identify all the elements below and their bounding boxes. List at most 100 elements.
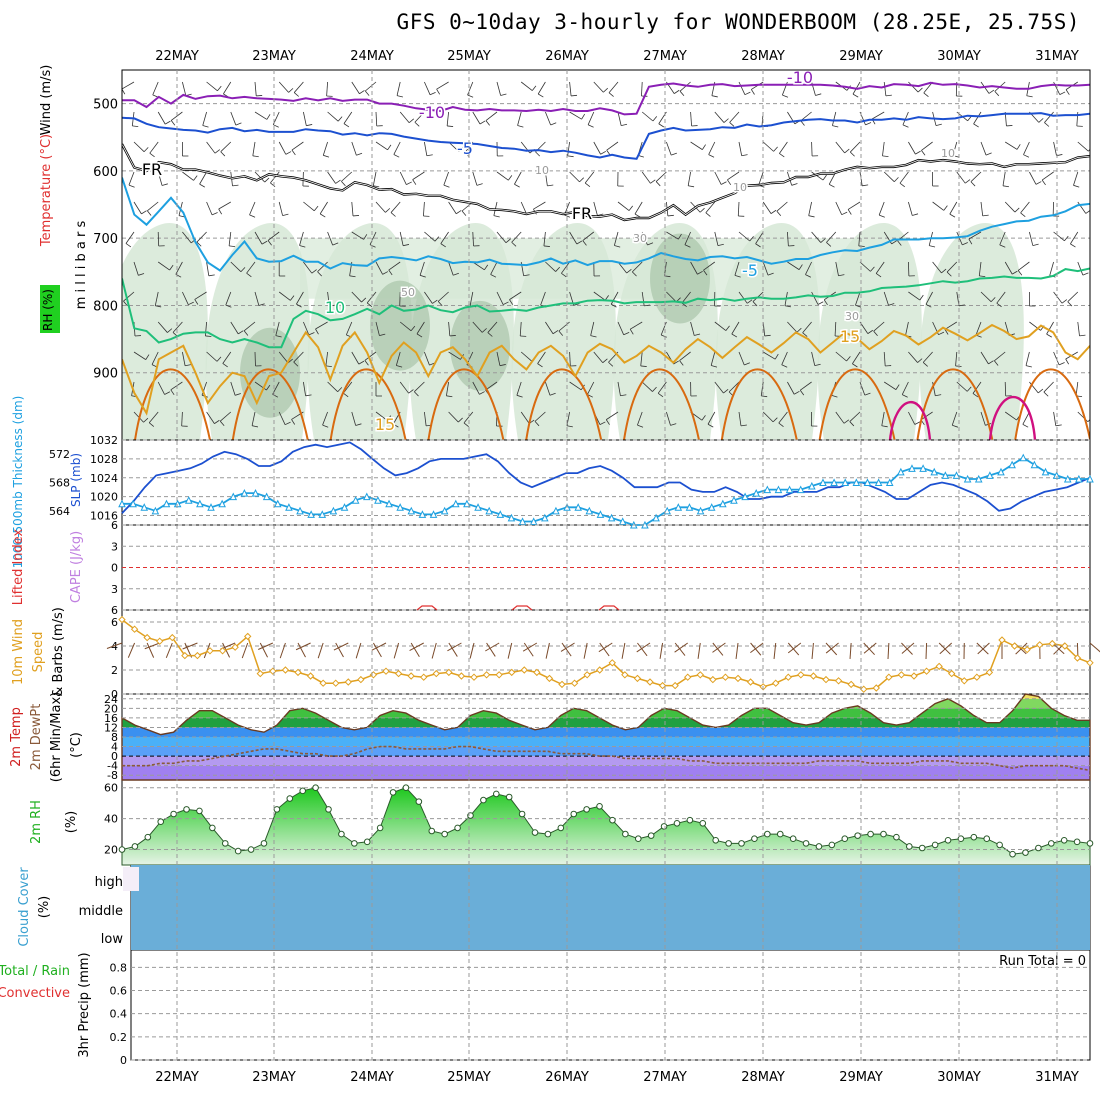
- thickness-marker: [552, 506, 560, 515]
- thickness-marker: [730, 496, 738, 504]
- upper-wind-barb: [587, 124, 594, 128]
- rh-marker: [841, 835, 849, 843]
- li-tick-label: 6: [111, 604, 118, 617]
- upper-wind-barb: [267, 231, 280, 241]
- upper-wind-barb: [902, 394, 908, 398]
- upper-wind-barb: [214, 149, 221, 154]
- thickness-marker: [741, 492, 749, 501]
- upper-wind-barb: [849, 421, 855, 427]
- upper-wind-barb: [652, 116, 658, 122]
- upper-wind-barb: [520, 81, 533, 91]
- upper-wind-barb: [738, 411, 742, 426]
- upper-wind-barb: [629, 329, 634, 335]
- thickness-marker: [440, 506, 449, 515]
- upper-wind-barb: [246, 261, 256, 274]
- upper-wind-barb: [761, 395, 768, 398]
- upper-wind-barb: [508, 175, 513, 181]
- temp-contour-20: [427, 368, 505, 440]
- upper-wind-barb: [395, 351, 401, 366]
- upper-wind-barb: [679, 90, 685, 96]
- upper-wind-barb: [1044, 111, 1054, 123]
- contour-label: 15: [840, 327, 860, 346]
- upper-wind-barb: [723, 389, 729, 394]
- upper-wind-barb: [811, 231, 822, 243]
- thickness-marker: [329, 506, 338, 515]
- upper-wind-barb: [908, 201, 913, 216]
- upper-wind-barb: [1023, 154, 1030, 158]
- contour-line: [122, 323, 1090, 416]
- upper-wind-barb: [687, 171, 691, 186]
- upper-wind-barb: [652, 386, 657, 392]
- upper-wind-barb: [917, 87, 923, 93]
- upper-wind-barb: [567, 141, 570, 156]
- upper-wind-barb: [496, 81, 502, 96]
- upper-wind-barb: [375, 321, 380, 336]
- thickness-marker: [885, 478, 894, 486]
- rh-marker: [170, 810, 177, 818]
- upper-wind-barb: [235, 393, 241, 396]
- surface-wind-barb: [939, 642, 953, 655]
- temp-contour-20: [720, 368, 798, 440]
- upper-wind-barb: [566, 425, 573, 428]
- date-label-bottom: 30MAY: [937, 1070, 981, 1085]
- thickness-marker: [273, 499, 282, 508]
- upper-wind-barb: [463, 411, 474, 424]
- wind-speed-marker: [746, 678, 755, 686]
- upper-wind-barb: [871, 111, 885, 120]
- upper-wind-barb: [994, 351, 1006, 362]
- upper-wind-barb: [962, 242, 968, 246]
- upper-wind-barb: [219, 411, 232, 422]
- upper-wind-barb: [258, 303, 265, 306]
- upper-wind-barb: [423, 201, 425, 216]
- upper-wind-barb: [458, 417, 463, 423]
- upper-wind-barb: [982, 214, 989, 217]
- temperature-axis-label: Temperature (°C): [39, 134, 54, 247]
- upper-wind-barb: [351, 81, 360, 94]
- upper-wind-barb: [741, 154, 748, 157]
- rh-shade-dark: [370, 280, 430, 371]
- upper-wind-barb: [606, 141, 619, 151]
- upper-wind-barb: [702, 144, 706, 150]
- slp-axis-label: SLP (mb): [69, 453, 83, 507]
- upper-wind-barb: [883, 291, 889, 306]
- upper-wind-barb: [352, 215, 360, 217]
- upper-wind-barb: [547, 184, 554, 187]
- surface-wind-barb: [659, 642, 664, 659]
- upper-wind-barb: [125, 243, 132, 248]
- upper-wind-barb: [994, 91, 1000, 97]
- upper-wind-barb: [264, 177, 270, 183]
- upper-wind-barb: [396, 95, 403, 98]
- rh-marker: [609, 816, 616, 824]
- upper-wind-barb: [964, 179, 971, 184]
- upper-wind-barb: [1029, 171, 1037, 185]
- upper-wind-barb: [720, 181, 727, 185]
- surface-wind-barb: [901, 642, 915, 654]
- upper-wind-barb: [534, 421, 540, 427]
- upper-wind-barb: [935, 123, 942, 126]
- upper-wind-barb: [448, 201, 457, 214]
- wind-speed-marker: [156, 637, 164, 645]
- upper-wind-barb: [899, 182, 906, 188]
- upper-wind-barb: [228, 231, 232, 246]
- upper-wind-barb: [980, 351, 989, 365]
- upper-wind-barb: [738, 141, 743, 156]
- surface-wind-barb: [295, 642, 311, 651]
- upper-wind-barb: [1055, 424, 1062, 427]
- wind-tick-label: 4: [111, 640, 118, 653]
- wind-axis-label: Wind (m/s): [39, 65, 54, 136]
- rh-marker: [221, 840, 229, 847]
- wind-speed-marker: [369, 671, 378, 679]
- upper-wind-barb: [220, 151, 226, 157]
- upper-wind-barb: [584, 171, 595, 184]
- thickness-marker: [463, 499, 471, 508]
- wind-speed-marker: [445, 668, 453, 677]
- upper-wind-barb: [561, 273, 567, 278]
- temp-contour-20: [525, 368, 603, 440]
- upper-wind-barb: [196, 231, 207, 243]
- upper-wind-barb: [990, 297, 996, 303]
- upper-wind-barb: [764, 334, 771, 337]
- upper-wind-barb: [899, 171, 909, 184]
- upper-wind-barb: [864, 392, 871, 396]
- surface-wind-barb: [787, 642, 802, 654]
- upper-wind-barb: [496, 171, 509, 181]
